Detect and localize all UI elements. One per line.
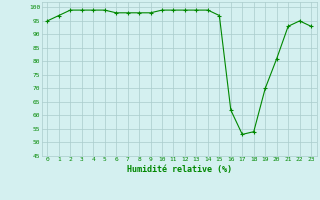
- X-axis label: Humidité relative (%): Humidité relative (%): [127, 165, 232, 174]
